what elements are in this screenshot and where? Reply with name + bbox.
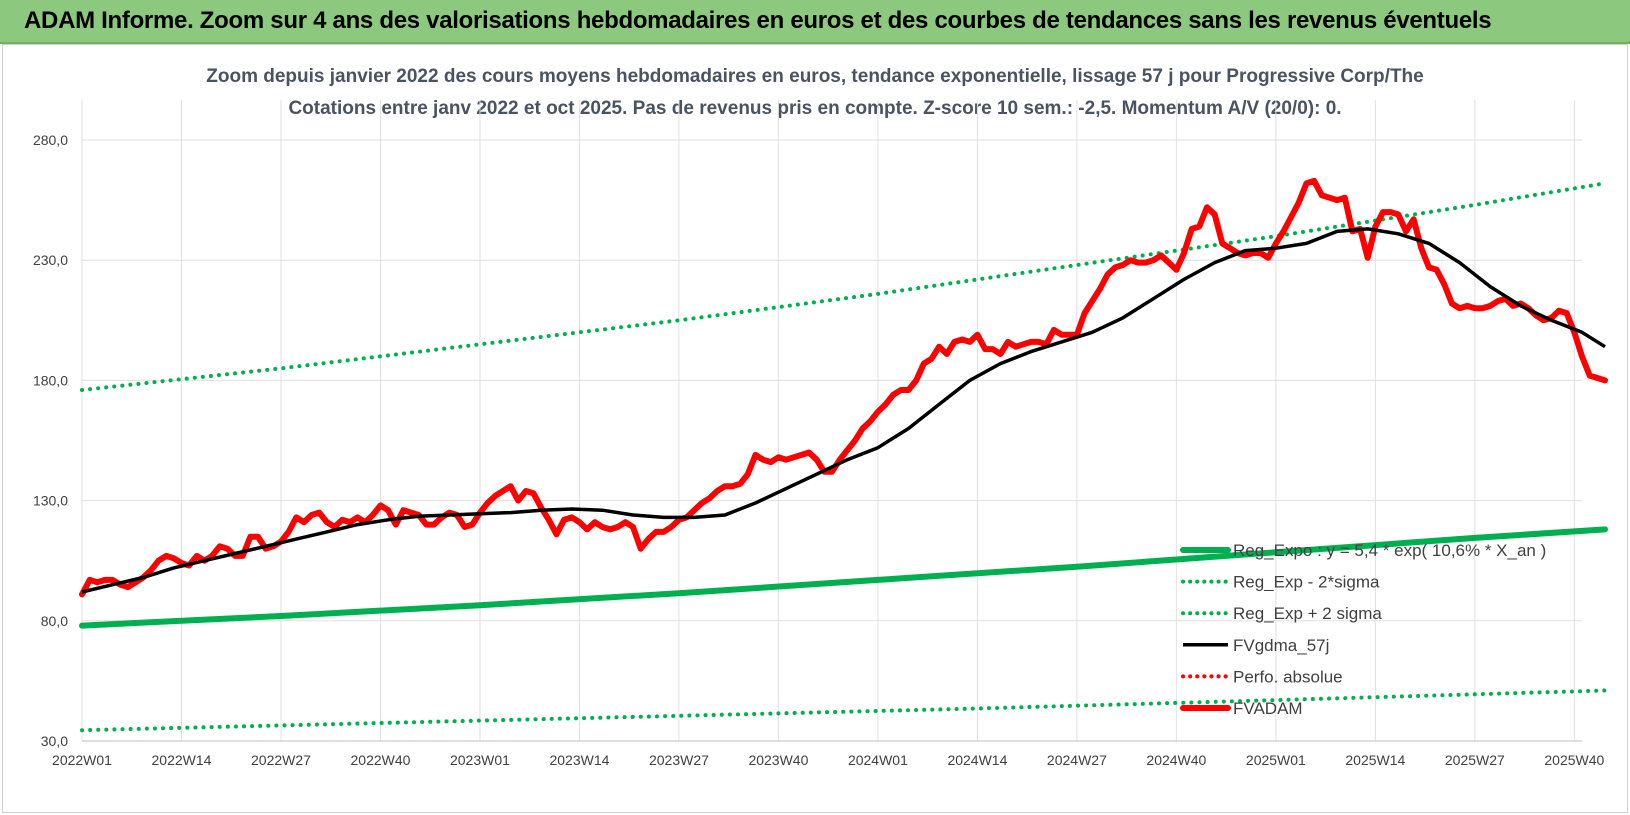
x-tick-label: 2022W27 [251,752,311,768]
header-banner: ADAM Informe. Zoom sur 4 ans des valoris… [0,0,1630,44]
x-tick-label: 2023W40 [748,752,808,768]
x-tick-label: 2022W01 [52,752,112,768]
x-tick-label: 2023W27 [649,752,709,768]
axis-labels: 30,0 80,0 130,0 180,0 230,0 280,0 2022W01 2022W… [33,132,1605,768]
y-tick-label: 280,0 [33,132,68,148]
grid [81,100,1582,742]
legend: Reg_Expo : y = 5,4 * exp( 10,6% * X_an )… [1180,541,1546,718]
chart-title: Zoom depuis janvier 2022 des cours moyen… [206,66,1424,87]
legend-label: Reg_Expo : y = 5,4 * exp( 10,6% * X_an ) [1233,541,1546,560]
series-line-reg-exp-2-sigma [80,181,1607,392]
series-layer [79,177,1608,733]
series-line-fvadam [79,177,1608,598]
x-tick-label: 2023W01 [450,752,510,768]
x-tick-label: 2025W40 [1544,752,1604,768]
series-line-reg-expo-y-5-4-exp-10-6-x-an [79,526,1608,629]
legend-label: Reg_Exp - 2*sigma [1233,573,1380,592]
y-tick-label: 180,0 [33,372,68,388]
legend-label: FVgdma_57j [1233,636,1329,655]
x-tick-label: 2024W40 [1146,752,1206,768]
page-title: ADAM Informe. Zoom sur 4 ans des valoris… [24,7,1492,34]
y-tick-label: 80,0 [41,613,68,629]
legend-label: Perfo. absolue [1233,667,1343,686]
x-tick-label: 2024W27 [1047,752,1107,768]
y-tick-label: 130,0 [33,493,68,509]
chart-frame [2,44,1628,813]
y-tick-label: 230,0 [33,252,68,268]
x-tick-label: 2025W14 [1345,752,1405,768]
x-tick-label: 2022W14 [152,752,212,768]
x-tick-label: 2024W14 [947,752,1007,768]
series-line-fvgdma-57j [81,227,1606,594]
x-tick-label: 2023W14 [549,752,609,768]
x-tick-label: 2025W27 [1445,752,1505,768]
x-tick-label: 2024W01 [848,752,908,768]
legend-label: Reg_Exp + 2 sigma [1233,604,1382,623]
x-tick-label: 2022W40 [351,752,411,768]
chart-subtitle: Cotations entre janv 2022 et oct 2025. P… [288,98,1342,119]
x-tick-label: 2025W01 [1246,752,1306,768]
series-line-reg-exp-2-sigma [80,688,1607,733]
legend-label: FVADAM [1233,699,1303,718]
y-tick-label: 30,0 [41,733,68,749]
